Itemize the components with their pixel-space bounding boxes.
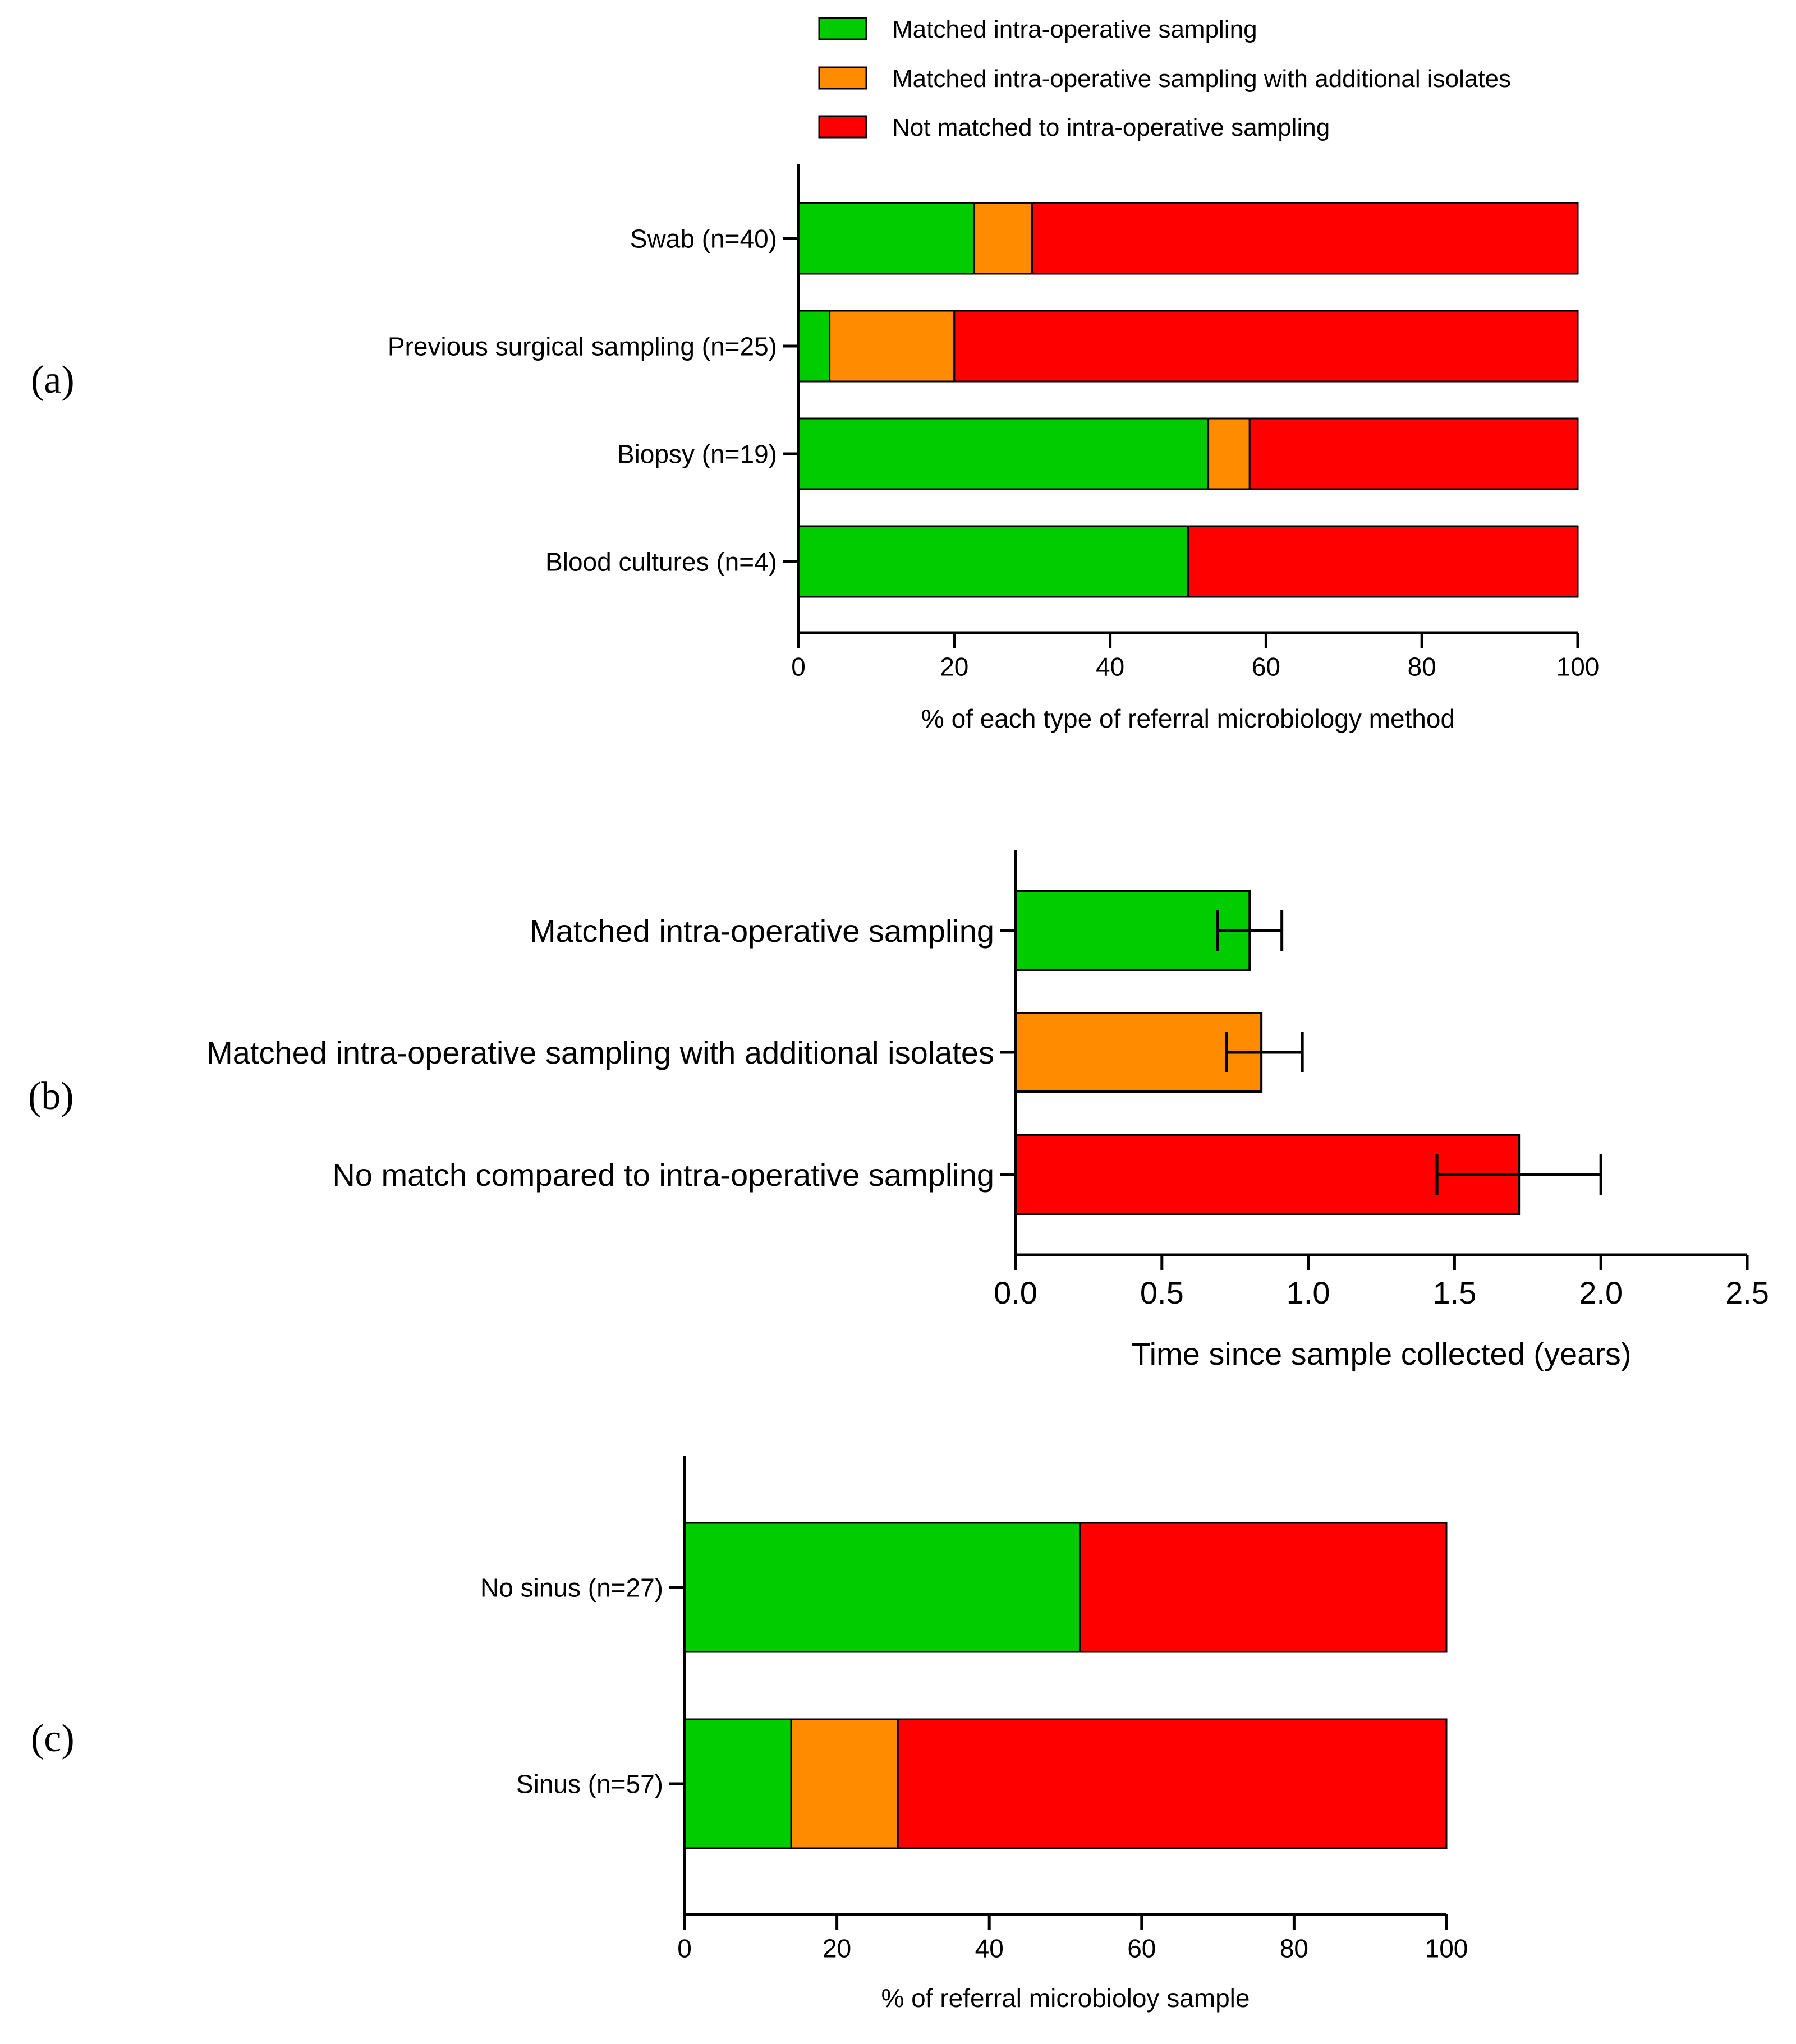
category-label-panel-a-1: Previous surgical sampling (n=25): [388, 332, 777, 361]
category-label-panel-b-0: Matched intra-operative sampling: [530, 913, 994, 949]
legend: Matched intra-operative sampling Matched …: [818, 16, 1511, 141]
bar-panel-c-1-series-2: [897, 1718, 1448, 1849]
bar-panel-a-2-series-2: [1248, 417, 1579, 490]
category-label-panel-b-2: No match compared to intra-operative sam…: [332, 1157, 994, 1193]
x-axis-title-panel-a: % of each type of referral microbiology …: [921, 704, 1455, 733]
x-tick-label-panel-b-1: 0.5: [1140, 1275, 1184, 1310]
legend-swatch-1: [818, 66, 867, 90]
x-tick-label-panel-b-0: 0.0: [994, 1275, 1037, 1310]
bar-panel-a-2-series-0: [797, 417, 1210, 490]
bar-panel-a-3-series-0: [797, 525, 1189, 598]
category-label-panel-a-0: Swab (n=40): [630, 224, 777, 254]
bar-panel-a-1-series-1: [829, 310, 956, 383]
x-axis-title-panel-b: Time since sample collected (years): [1131, 1336, 1631, 1371]
legend-label-2: Not matched to intra-operative sampling: [892, 114, 1330, 141]
x-tick-label-panel-b-3: 1.5: [1432, 1275, 1476, 1310]
bar-panel-a-1-series-2: [953, 310, 1579, 383]
panel-label-b: (b): [28, 1075, 74, 1118]
bar-panel-a-0-series-2: [1031, 202, 1579, 275]
x-axis-title-panel-c: % of referral microbioloy sample: [881, 1983, 1250, 2013]
legend-label-0: Matched intra-operative sampling: [892, 16, 1257, 43]
bar-panel-c-1-series-0: [683, 1718, 792, 1849]
category-label-panel-a-2: Biopsy (n=19): [617, 440, 777, 469]
bar-panel-a-1-series-0: [797, 310, 831, 383]
x-tick-label-panel-b-5: 2.5: [1725, 1275, 1769, 1310]
panel-a-chart: Swab (n=40) Previous surgical sampling (n…: [388, 164, 1600, 733]
category-label-panel-c-0: No sinus (n=27): [480, 1573, 663, 1603]
x-tick-label-panel-c-4: 80: [1280, 1933, 1308, 1963]
legend-label-1: Matched intra-operative sampling with ad…: [892, 65, 1511, 93]
x-tick-label-panel-c-1: 20: [823, 1933, 851, 1963]
bar-panel-b-1: [1014, 1012, 1263, 1093]
category-label-panel-a-3: Blood cultures (n=4): [545, 547, 777, 577]
panel-b-chart: Matched intra-operative sampling Matched …: [206, 850, 1769, 1371]
bar-panel-a-0-series-1: [973, 202, 1033, 275]
panel-label-a: (a): [31, 358, 75, 402]
x-tick-label-panel-c-2: 40: [975, 1933, 1004, 1963]
bar-panel-b-0: [1014, 890, 1251, 971]
legend-swatch-0: [818, 17, 867, 40]
x-tick-label-panel-b-2: 1.0: [1287, 1275, 1330, 1310]
x-tick-label-panel-a-0: 0: [791, 652, 806, 681]
bar-panel-a-2-series-1: [1207, 417, 1251, 490]
x-tick-label-panel-a-2: 40: [1096, 652, 1124, 681]
category-label-panel-b-1: Matched intra-operative sampling with ad…: [206, 1035, 994, 1070]
panel-label-c: (c): [31, 1717, 75, 1760]
bar-panel-c-1-series-1: [790, 1718, 899, 1849]
bar-panel-c-0-series-0: [683, 1522, 1081, 1653]
panel-c-chart: No sinus (n=27) Sinus (n=57) 0 20 40 60 80 100%…: [480, 1456, 1468, 2013]
legend-swatch-2: [818, 115, 867, 139]
x-tick-label-panel-c-0: 0: [677, 1933, 692, 1963]
bar-panel-c-0-series-2: [1079, 1522, 1448, 1653]
x-tick-label-panel-a-4: 80: [1408, 652, 1436, 681]
category-label-panel-c-1: Sinus (n=57): [516, 1770, 663, 1799]
x-tick-label-panel-c-3: 60: [1127, 1933, 1156, 1963]
bar-panel-a-3-series-2: [1187, 525, 1579, 598]
x-tick-label-panel-c-5: 100: [1425, 1933, 1468, 1963]
x-tick-label-panel-a-5: 100: [1556, 652, 1600, 681]
bar-panel-a-0-series-0: [797, 202, 975, 275]
x-tick-label-panel-b-4: 2.0: [1579, 1275, 1623, 1310]
x-tick-label-panel-a-1: 20: [940, 652, 968, 681]
x-tick-label-panel-a-3: 60: [1252, 652, 1280, 681]
